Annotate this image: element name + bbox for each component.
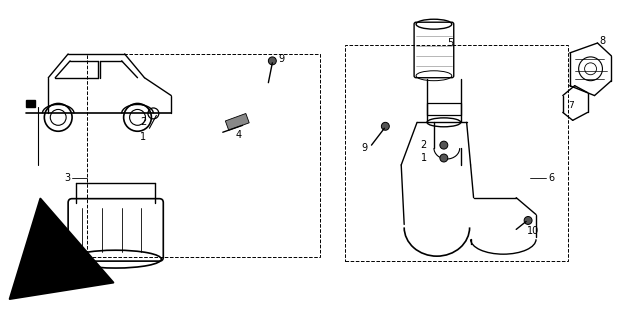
Circle shape [440, 154, 448, 162]
Text: 8: 8 [600, 36, 605, 46]
Circle shape [381, 122, 389, 130]
Text: FR.: FR. [34, 282, 53, 292]
Text: 9: 9 [361, 143, 368, 153]
Text: 4: 4 [236, 130, 242, 140]
Bar [26, 100, 35, 108]
Circle shape [524, 217, 532, 224]
Text: 2: 2 [141, 117, 147, 127]
Text: 7: 7 [568, 101, 573, 110]
Bar [87, 54, 320, 257]
Text: 1: 1 [141, 132, 147, 142]
Text: 3: 3 [64, 173, 70, 183]
Text: 9: 9 [278, 54, 284, 64]
Bar [345, 45, 568, 261]
Bar [225, 114, 249, 130]
Text: 2: 2 [420, 140, 427, 150]
Text: 10: 10 [527, 226, 539, 236]
Circle shape [268, 57, 276, 65]
Text: 5: 5 [448, 38, 454, 48]
Text: 1: 1 [421, 153, 427, 163]
Text: 6: 6 [548, 173, 554, 183]
Bar [427, 103, 461, 116]
Circle shape [440, 141, 448, 149]
